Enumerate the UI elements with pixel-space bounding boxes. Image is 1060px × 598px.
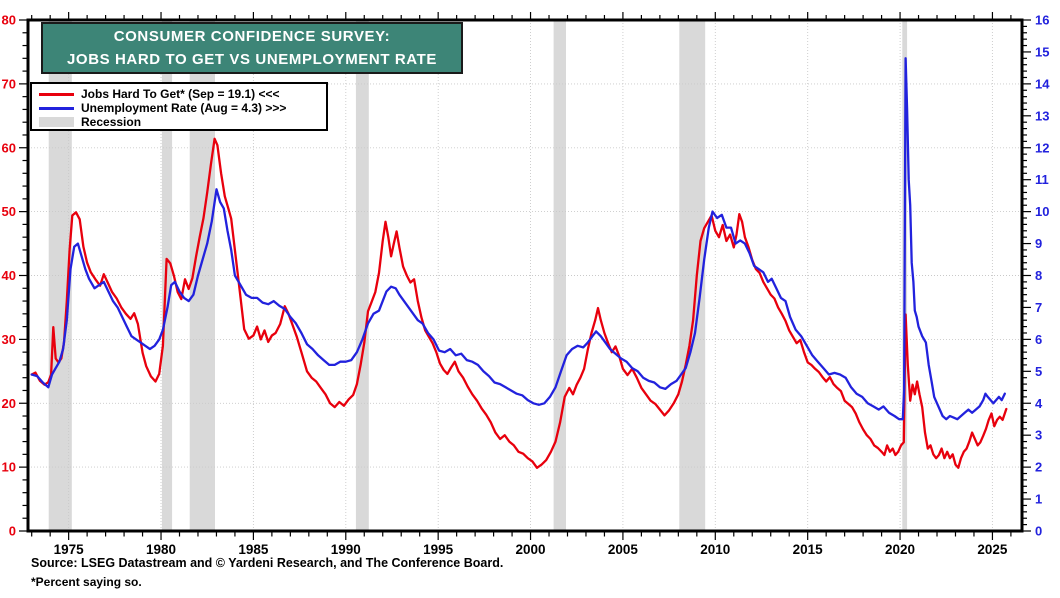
- footnote-text: *Percent saying so.: [31, 575, 142, 589]
- legend-item-unemployment-rate: Unemployment Rate (Aug = 4.3) >>>: [39, 101, 326, 115]
- right-tick-label: 11: [1035, 172, 1049, 187]
- right-tick-label: 0: [1035, 524, 1042, 539]
- x-tick-label: 2000: [516, 542, 546, 557]
- x-tick-label: 2020: [885, 542, 915, 557]
- left-tick-label: 10: [2, 460, 16, 475]
- x-tick-label: 1990: [331, 542, 361, 557]
- left-tick-label: 50: [2, 204, 16, 219]
- x-tick-label: 2010: [700, 542, 730, 557]
- legend-box: Jobs Hard To Get* (Sep = 19.1) <<< Unemp…: [30, 82, 328, 131]
- right-tick-label: 6: [1035, 332, 1042, 347]
- right-tick-label: 5: [1035, 364, 1042, 379]
- plot-border: [26, 18, 1024, 533]
- recession-band: [355, 20, 369, 531]
- right-tick-label: 16: [1035, 13, 1049, 28]
- red-line-swatch: [39, 92, 74, 96]
- title-box: CONSUMER CONFIDENCE SURVEY: JOBS HARD TO…: [41, 22, 463, 74]
- legend-label-unemployment-rate: Unemployment Rate (Aug = 4.3) >>>: [81, 101, 287, 115]
- right-tick-label: 2: [1035, 460, 1042, 475]
- right-tick-label: 8: [1035, 268, 1042, 283]
- blue-line-swatch: [39, 106, 74, 110]
- legend-label-recession: Recession: [81, 115, 142, 129]
- right-tick-label: 15: [1035, 44, 1049, 59]
- recession-swatch: [39, 117, 74, 127]
- legend-label-jobs-hard-to-get: Jobs Hard To Get* (Sep = 19.1) <<<: [81, 87, 280, 101]
- legend-item-recession: Recession: [39, 115, 326, 129]
- x-tick-label: 2025: [977, 542, 1008, 557]
- x-tick-label: 1995: [423, 542, 454, 557]
- left-tick-label: 0: [9, 524, 16, 539]
- right-tick-label: 7: [1035, 300, 1042, 315]
- x-tick-label: 1975: [54, 542, 85, 557]
- series-line-jobs-hard-to-get: [30, 137, 1008, 469]
- x-tick-label: 1980: [146, 542, 176, 557]
- right-tick-label: 14: [1035, 76, 1050, 91]
- left-tick-label: 70: [2, 76, 16, 91]
- source-text: Source: LSEG Datastream and © Yardeni Re…: [31, 556, 504, 570]
- x-tick-label: 2005: [608, 542, 639, 557]
- title-line-1: CONSUMER CONFIDENCE SURVEY:: [113, 28, 391, 45]
- series-line-unemployment-rate: [30, 57, 1006, 421]
- legend-item-jobs-hard-to-get: Jobs Hard To Get* (Sep = 19.1) <<<: [39, 87, 326, 101]
- right-tick-label: 9: [1035, 236, 1042, 251]
- right-tick-label: 1: [1035, 492, 1042, 507]
- left-tick-label: 30: [2, 332, 16, 347]
- right-tick-label: 4: [1035, 396, 1043, 411]
- left-tick-label: 80: [2, 13, 16, 28]
- title-line-2: JOBS HARD TO GET VS UNEMPLOYMENT RATE: [66, 51, 437, 68]
- recession-band: [48, 20, 72, 531]
- right-tick-label: 10: [1035, 204, 1049, 219]
- x-tick-label: 2015: [793, 542, 824, 557]
- left-tick-label: 40: [2, 268, 16, 283]
- left-tick-label: 20: [2, 396, 16, 411]
- left-tick-label: 60: [2, 140, 16, 155]
- x-tick-label: 1985: [238, 542, 269, 557]
- right-tick-label: 12: [1035, 140, 1049, 155]
- right-tick-label: 3: [1035, 428, 1042, 443]
- right-tick-label: 13: [1035, 108, 1049, 123]
